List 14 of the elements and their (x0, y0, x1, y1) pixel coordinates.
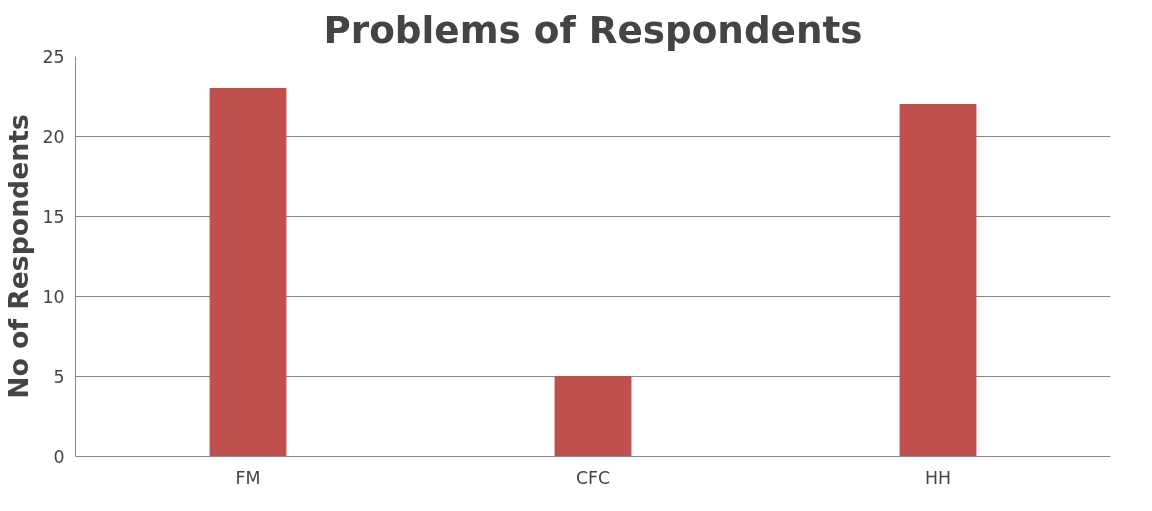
y-tick-label: 5 (53, 367, 65, 387)
bar (554, 376, 632, 457)
x-tick-label: CFC (575, 467, 611, 488)
y-tick-label: 20 (42, 127, 65, 147)
y-tick-label: 10 (42, 287, 65, 307)
chart-title: Problems of Respondents (323, 7, 863, 52)
bar (209, 88, 287, 457)
y-tick-label: 15 (42, 207, 65, 227)
x-tick-label: FM (235, 467, 261, 488)
y-axis-title: No of Respondents (3, 114, 35, 399)
x-tick-label: HH (924, 467, 952, 488)
y-tick-label: 0 (53, 447, 65, 467)
y-tick-label: 25 (42, 47, 65, 67)
bar (899, 104, 977, 457)
